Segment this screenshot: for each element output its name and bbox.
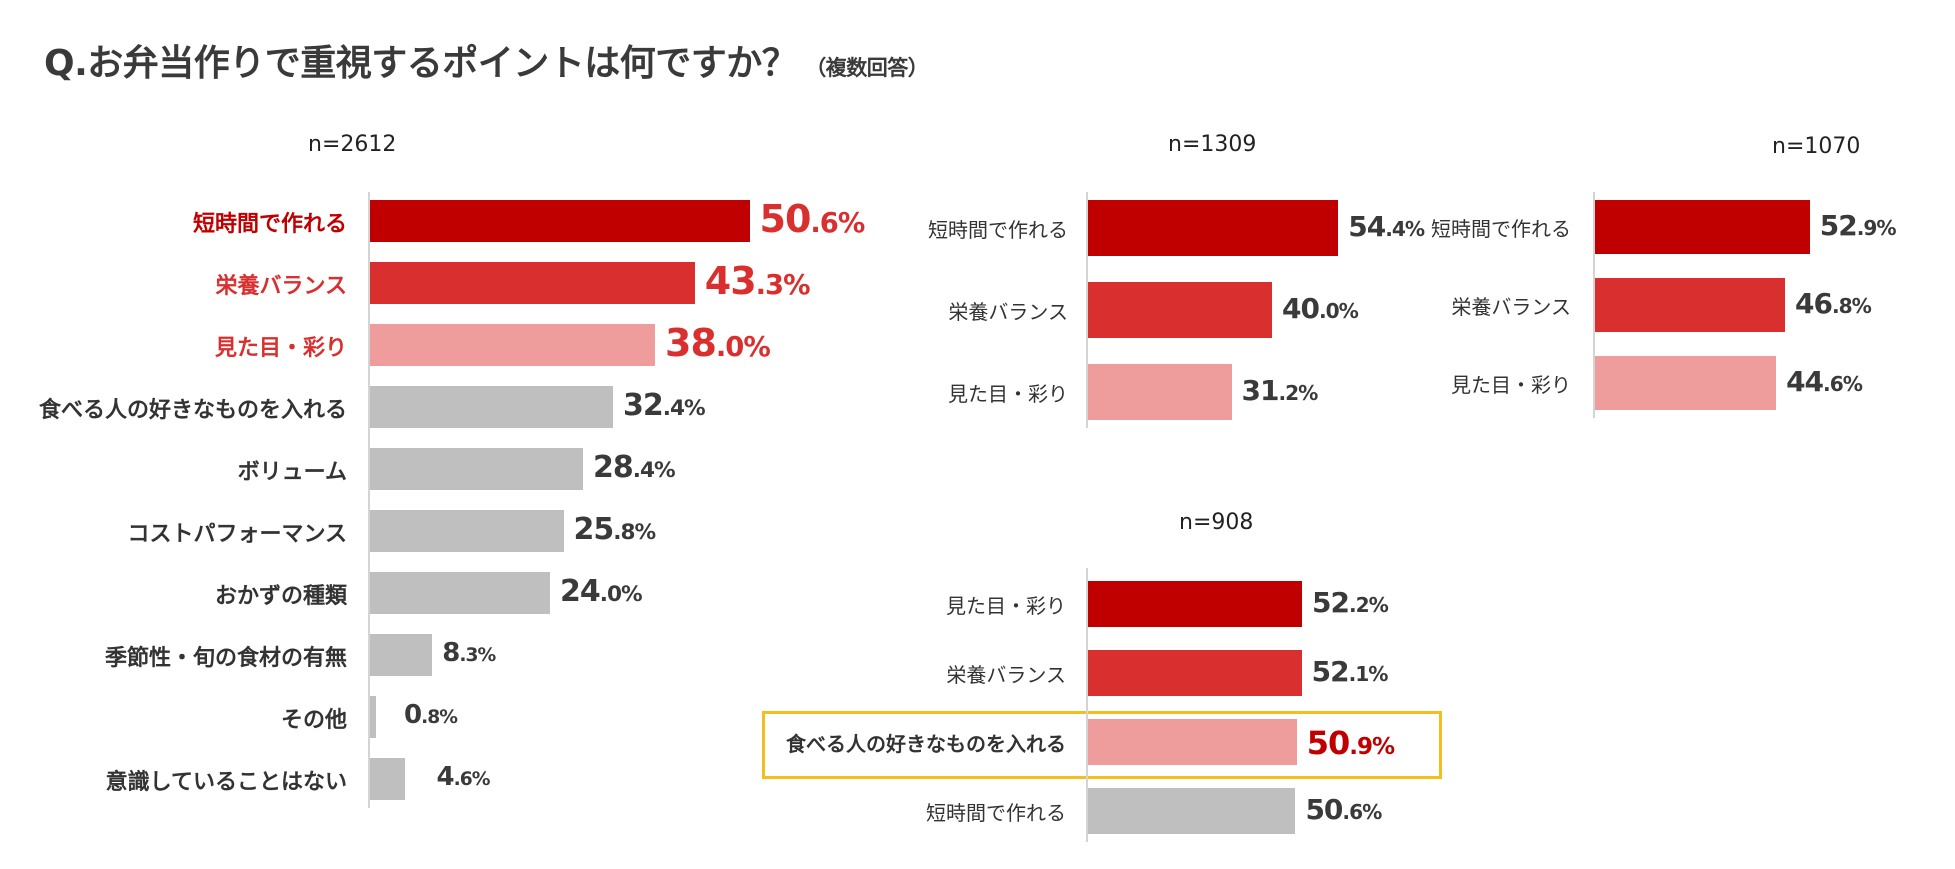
category-label-4: 短時間で作れる bbox=[926, 801, 1066, 825]
category-label-1: 短時間で作れる bbox=[928, 218, 1068, 242]
category-label-2: 栄養バランス bbox=[1451, 295, 1571, 319]
category-label-3: 食べる人の好きなものを入れる bbox=[786, 732, 1066, 756]
bar-6 bbox=[370, 510, 564, 552]
category-label-2: 栄養バランス bbox=[215, 273, 347, 299]
chart-child: 見た目・彩り 52.2% 栄養バランス 52.1% 食べる人の好きなものを入れる 50.9… bbox=[760, 568, 1460, 846]
chart-axis bbox=[1086, 568, 1088, 842]
category-label-2: 栄養バランス bbox=[946, 663, 1066, 687]
n-total: n=2612 bbox=[308, 132, 397, 157]
bar-2 bbox=[370, 262, 695, 304]
pill-self: 自分自身 bbox=[981, 134, 1094, 167]
bar-3 bbox=[1595, 356, 1777, 410]
bar-2 bbox=[1088, 282, 1272, 338]
value-label-2: 46.8% bbox=[1795, 287, 1872, 321]
value-label-3: 44.6% bbox=[1786, 365, 1863, 399]
bar-2 bbox=[1088, 650, 1302, 696]
chart-axis bbox=[1593, 192, 1595, 418]
category-label-3: 見た目・彩り bbox=[948, 382, 1068, 406]
bar-2 bbox=[1595, 278, 1785, 332]
value-label-5: 28.4% bbox=[593, 449, 676, 485]
category-label-3: 見た目・彩り bbox=[1451, 373, 1571, 397]
value-label-3: 31.2% bbox=[1241, 374, 1319, 408]
value-label-1: 52.2% bbox=[1312, 586, 1389, 620]
bar-10 bbox=[370, 758, 405, 800]
category-label-1: 見た目・彩り bbox=[946, 594, 1066, 618]
category-label-1: 短時間で作れる bbox=[1431, 217, 1571, 241]
value-label-2: 52.1% bbox=[1311, 655, 1389, 689]
n-self: n=1309 bbox=[1168, 132, 1257, 157]
bar-1 bbox=[1595, 200, 1810, 254]
bar-3 bbox=[370, 324, 655, 366]
chart-partner: 短時間で作れる 52.9% 栄養バランス 46.8% 見た目・彩り 44.6% bbox=[1400, 192, 1955, 422]
category-label-4: 食べる人の好きなものを入れる bbox=[38, 397, 347, 423]
n-partner: n=1070 bbox=[1772, 134, 1861, 159]
bar-4 bbox=[370, 386, 613, 428]
value-label-1: 54.4% bbox=[1348, 210, 1425, 244]
value-label-9: 0.8% bbox=[404, 700, 458, 731]
category-label-6: コストパフォーマンス bbox=[127, 521, 347, 547]
value-label-3: 38.0% bbox=[665, 320, 771, 365]
n-child: n=908 bbox=[1179, 510, 1254, 535]
pill-total: 全体 bbox=[130, 134, 187, 167]
bar-3 bbox=[1088, 719, 1297, 765]
title-main: Q.お弁当作りで重視するポイントは何ですか？ bbox=[44, 43, 798, 84]
bar-8 bbox=[370, 634, 433, 676]
chart-self: 短時間で作れる 54.4% 栄養バランス 40.0% 見た目・彩り 31.2% bbox=[900, 192, 1425, 432]
value-label-7: 24.0% bbox=[560, 573, 643, 609]
chart-axis bbox=[1086, 192, 1088, 428]
category-label-3: 見た目・彩り bbox=[214, 335, 347, 361]
pill-child: 子ども bbox=[1005, 509, 1090, 542]
page-title: Q.お弁当作りで重視するポイントは何ですか？ （複数回答） bbox=[44, 34, 929, 86]
value-label-4: 50.6% bbox=[1305, 793, 1382, 827]
bar-5 bbox=[370, 448, 583, 490]
value-label-8: 8.3% bbox=[442, 638, 496, 669]
value-label-2: 40.0% bbox=[1282, 292, 1359, 326]
highlight-box bbox=[762, 711, 1442, 779]
category-label-1: 短時間で作れる bbox=[192, 211, 347, 237]
bar-9 bbox=[370, 696, 376, 738]
value-label-1: 50.6% bbox=[759, 196, 866, 241]
category-label-8: 季節性・旬の食材の有無 bbox=[104, 645, 347, 671]
category-label-7: おかずの種類 bbox=[214, 583, 347, 609]
value-label-10: 4.6% bbox=[436, 762, 491, 793]
bar-3 bbox=[1088, 364, 1232, 420]
bar-1 bbox=[1088, 581, 1303, 627]
bar-7 bbox=[370, 572, 550, 614]
category-label-2: 栄養バランス bbox=[948, 300, 1068, 324]
bar-1 bbox=[370, 200, 750, 242]
bar-4 bbox=[1088, 788, 1296, 834]
value-label-3: 50.9% bbox=[1306, 724, 1395, 763]
value-label-1: 52.9% bbox=[1819, 209, 1897, 243]
category-label-5: ボリューム bbox=[237, 459, 347, 485]
chart-total: 短時間で作れる 50.6% 栄養バランス 43.3% 見た目・彩り 38.0% 食べる人の好… bbox=[0, 192, 920, 808]
value-label-6: 25.8% bbox=[573, 511, 657, 547]
pill-partner: 夫・妻・パートナー bbox=[1444, 134, 1697, 167]
category-label-10: 意識していることはない bbox=[105, 769, 347, 795]
value-label-2: 43.3% bbox=[704, 258, 811, 303]
category-label-9: その他 bbox=[280, 707, 347, 733]
chart-axis bbox=[368, 192, 370, 808]
title-sub: （複数回答） bbox=[805, 56, 929, 80]
value-label-4: 32.4% bbox=[623, 387, 706, 423]
bar-1 bbox=[1088, 200, 1339, 256]
